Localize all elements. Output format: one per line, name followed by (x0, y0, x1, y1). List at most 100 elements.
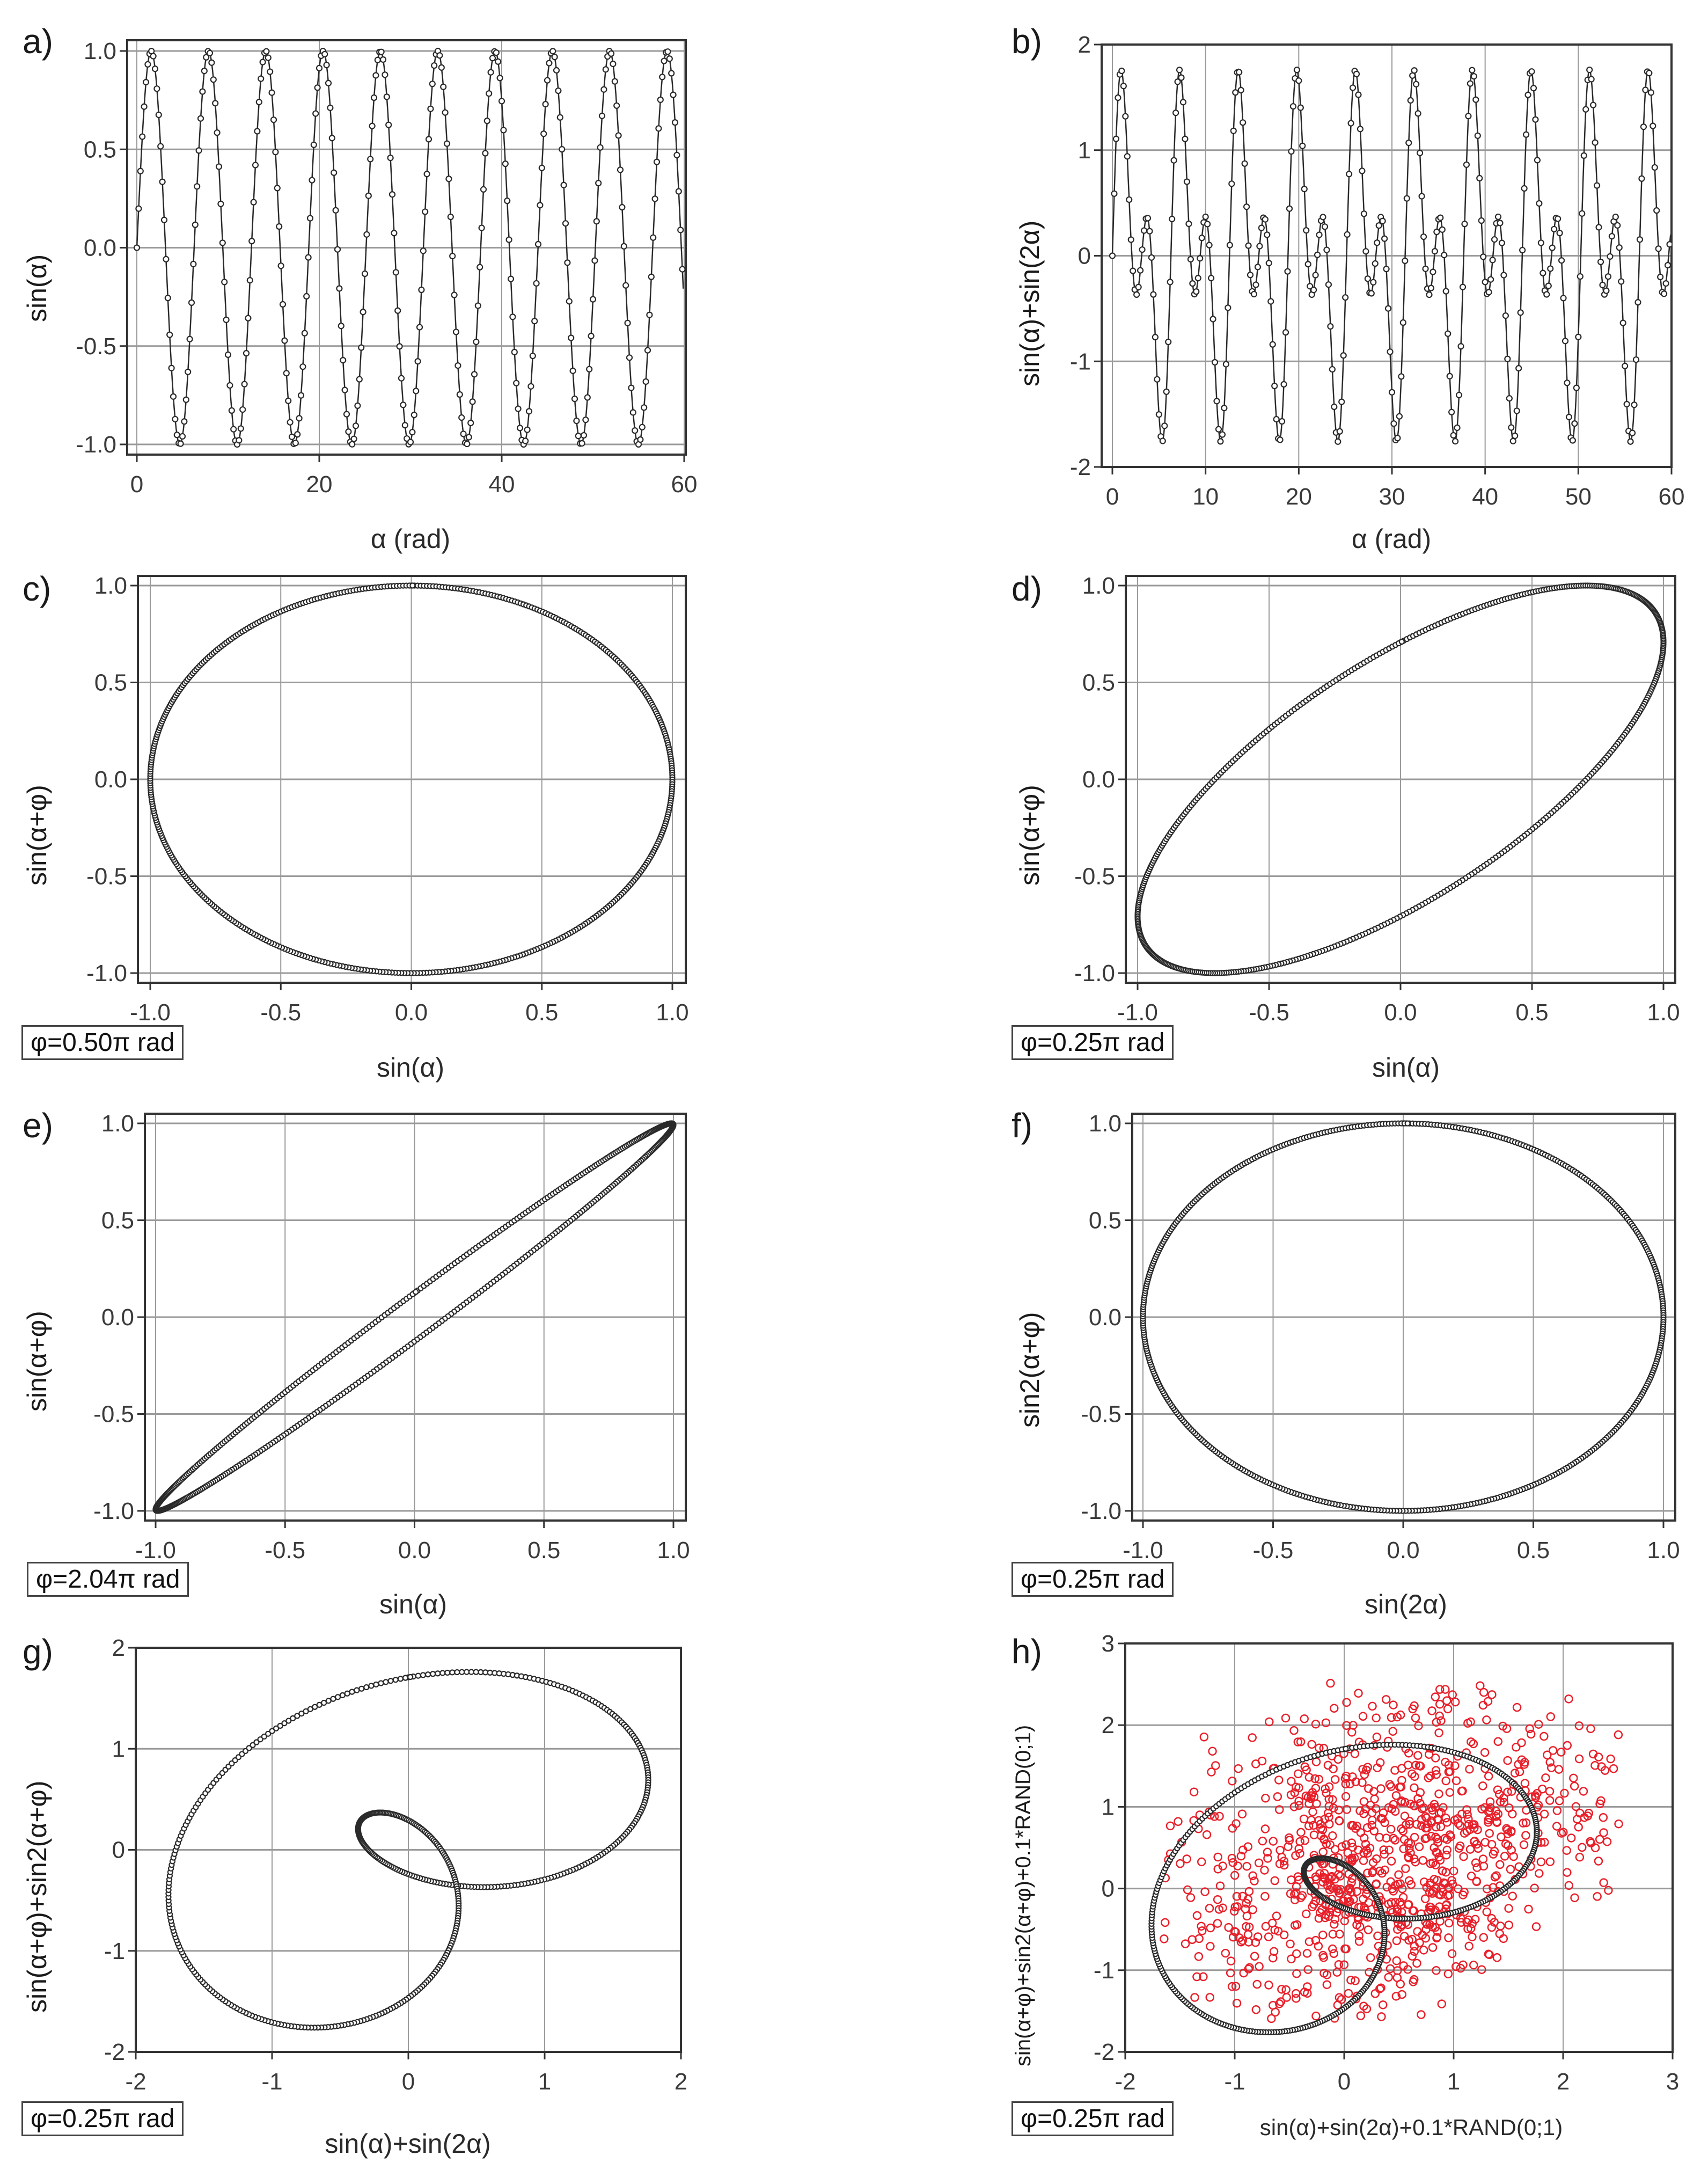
svg-text:10: 10 (1192, 484, 1219, 510)
svg-text:-1: -1 (1094, 1957, 1115, 1984)
y-axis-label-h: sin(α+φ)+sin2(α+φ)+0.1*RAND(0;1) (1011, 1724, 1035, 2066)
svg-text:2: 2 (112, 1635, 125, 1661)
x-axis-label-d: sin(α) (1372, 1053, 1440, 1083)
panel-letter-h: h) (1011, 1632, 1042, 1671)
grid-lines (145, 1114, 686, 1521)
y-axis-label-e: sin(α+φ) (22, 1311, 52, 1412)
svg-text:-0.5: -0.5 (93, 1401, 134, 1428)
svg-text:0.0: 0.0 (1089, 1304, 1121, 1331)
phase-annotation-c: φ=0.50π rad (21, 1025, 184, 1060)
svg-text:-2: -2 (1070, 454, 1091, 480)
data-series (133, 47, 686, 448)
svg-text:0.0: 0.0 (94, 766, 127, 793)
svg-text:0: 0 (130, 471, 143, 498)
svg-text:0.5: 0.5 (94, 670, 127, 696)
svg-text:3: 3 (1666, 2069, 1679, 2095)
svg-text:-2: -2 (1094, 2039, 1115, 2065)
panel-letter-d: d) (1011, 569, 1042, 608)
svg-text:-1: -1 (104, 1938, 125, 1964)
panel-f: -1.0 -0.5 0.0 0.5 1.0 -1.0 -0.5 0.0 0.5 1.0 (1081, 1110, 1680, 1563)
svg-text:30: 30 (1379, 484, 1405, 510)
svg-text:1.0: 1.0 (84, 38, 116, 64)
panel-h: -2 -1 0 1 2 3 -2 -1 0 1 2 3 (1094, 1631, 1679, 2095)
svg-text:-0.5: -0.5 (1081, 1401, 1121, 1428)
x-axis-label-f: sin(2α) (1365, 1589, 1447, 1619)
x-axis-label-h: sin(α)+sin(2α)+0.1*RAND(0;1) (1259, 2115, 1563, 2140)
svg-text:1.0: 1.0 (657, 1537, 690, 1563)
svg-text:0.0: 0.0 (1387, 1537, 1419, 1563)
svg-text:-0.5: -0.5 (76, 333, 116, 360)
plot-frame (1124, 1642, 1674, 2053)
svg-text:0: 0 (1106, 484, 1119, 510)
data-series (165, 1669, 651, 2031)
panel-letter-g: g) (23, 1632, 53, 1671)
svg-text:40: 40 (489, 471, 515, 498)
svg-text:-2: -2 (1115, 2069, 1135, 2095)
phase-annotation-e: φ=2.04π rad (27, 1562, 189, 1597)
svg-text:1: 1 (1102, 1794, 1115, 1820)
panel-letter-b: b) (1011, 22, 1042, 61)
data-series (152, 1120, 677, 1514)
svg-text:-2: -2 (104, 2039, 125, 2065)
y-axis-label-g: sin(α+φ)+sin2(α+φ) (22, 1780, 52, 2013)
grid-lines (138, 576, 686, 983)
panel-b: 0 10 20 30 40 50 60 -2 -1 0 1 2 (1070, 32, 1685, 510)
panel-c: -1.0 -0.5 0.0 0.5 1.0 -1.0 -0.5 0.0 0.5 1.0 (86, 573, 688, 1026)
svg-text:60: 60 (1659, 484, 1685, 510)
panel-e: -1.0 -0.5 0.0 0.5 1.0 -1.0 -0.5 0.0 0.5 1.0 (93, 1110, 690, 1563)
x-axis-label-c: sin(α) (376, 1053, 445, 1083)
data-series (1148, 1678, 1623, 2036)
svg-text:1: 1 (1078, 137, 1091, 164)
grid-lines (127, 40, 686, 455)
data-series (1140, 1120, 1667, 1514)
y-axis-label-d: sin(α+φ) (1015, 785, 1045, 886)
svg-text:2: 2 (1102, 1712, 1115, 1738)
y-axis-label-a: sin(α) (22, 254, 52, 322)
svg-text:1.0: 1.0 (1647, 1537, 1680, 1563)
svg-text:0.5: 0.5 (1517, 1537, 1550, 1563)
y-axis-label-f: sin2(α+φ) (1015, 1312, 1045, 1428)
svg-text:0.5: 0.5 (1515, 999, 1548, 1026)
x-axis-label-b: α (rad) (1351, 524, 1432, 554)
svg-text:-1.0: -1.0 (1123, 1537, 1163, 1563)
x-axis-label-e: sin(α) (379, 1589, 448, 1619)
panel-letter-c: c) (23, 569, 52, 608)
svg-text:0: 0 (112, 1837, 125, 1864)
grid-lines (1132, 1114, 1675, 1521)
svg-text:-0.5: -0.5 (1249, 999, 1289, 1026)
svg-text:-1: -1 (1224, 2069, 1245, 2095)
y-axis-label-c: sin(α+φ) (22, 785, 52, 886)
svg-text:-1.0: -1.0 (1117, 999, 1158, 1026)
panel-g: -2 -1 0 1 2 -2 -1 0 1 2 (104, 1635, 687, 2095)
grid-lines (135, 1647, 681, 2053)
svg-text:1.0: 1.0 (656, 999, 688, 1026)
svg-text:-1.0: -1.0 (93, 1498, 134, 1524)
svg-text:0.0: 0.0 (1384, 999, 1417, 1026)
svg-text:3: 3 (1102, 1631, 1115, 1657)
svg-text:0: 0 (1338, 2069, 1351, 2095)
svg-text:1: 1 (112, 1736, 125, 1762)
svg-text:-1: -1 (1070, 348, 1091, 375)
svg-text:40: 40 (1472, 484, 1498, 510)
x-axis-label-g: sin(α)+sin(2α) (325, 2129, 491, 2159)
svg-text:2: 2 (1557, 2069, 1570, 2095)
svg-text:-0.5: -0.5 (1253, 1537, 1294, 1563)
y-axis-label-b: sin(α)+sin(2α) (1015, 220, 1045, 386)
x-axis-label-a: α (rad) (370, 524, 451, 554)
svg-text:0.0: 0.0 (84, 235, 116, 261)
phase-annotation-g: φ=0.25π rad (21, 2101, 184, 2136)
svg-text:-1.0: -1.0 (1074, 960, 1115, 986)
svg-text:0.0: 0.0 (1082, 766, 1115, 793)
phase-annotation-f: φ=0.25π rad (1011, 1562, 1174, 1597)
svg-text:50: 50 (1565, 484, 1592, 510)
panel-letter-e: e) (23, 1106, 53, 1145)
svg-text:1.0: 1.0 (1089, 1110, 1121, 1137)
svg-text:0.5: 0.5 (1089, 1208, 1121, 1234)
svg-text:-1.0: -1.0 (1081, 1498, 1121, 1524)
axis-ticks: -1.0 -0.5 0.0 0.5 1.0 -1.0 -0.5 0.0 0.5 1.0 (1081, 1110, 1680, 1563)
panel-d: -1.0 -0.5 0.0 0.5 1.0 -1.0 -0.5 0.0 0.5 1.0 (1074, 573, 1680, 1026)
axis-ticks: -1.0 -0.5 0.0 0.5 1.0 -1.0 -0.5 0.0 0.5 1.0 (1074, 573, 1680, 1026)
svg-text:-0.5: -0.5 (86, 864, 127, 890)
svg-text:0: 0 (1102, 1876, 1115, 1902)
svg-text:-2: -2 (125, 2069, 146, 2095)
